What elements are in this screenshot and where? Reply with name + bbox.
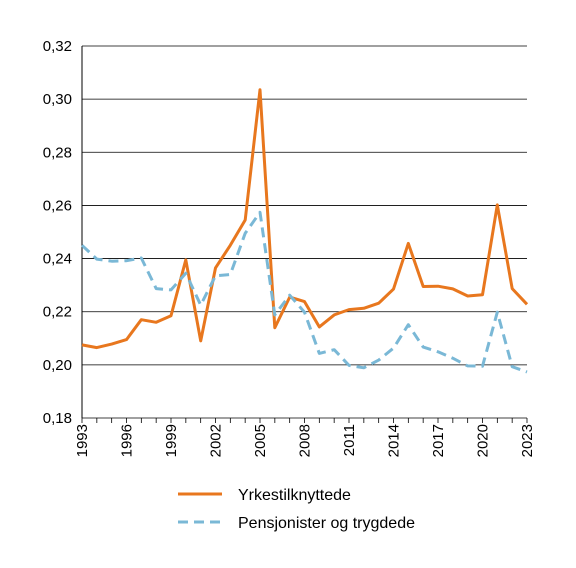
y-tick-label: 0,22 [43, 304, 72, 321]
data-point-series-1 [155, 321, 158, 324]
data-point-series-2 [466, 364, 469, 367]
data-point-series-2 [407, 323, 410, 326]
x-tick-label: 2014 [386, 424, 403, 457]
data-point-series-1 [140, 318, 143, 321]
data-point-series-2 [318, 352, 321, 355]
x-tick-label: 1996 [119, 424, 136, 457]
data-point-series-1 [199, 339, 202, 342]
data-point-series-1 [407, 242, 410, 245]
data-point-series-1 [481, 293, 484, 296]
legend-label-series-1: Yrkestilknyttede [238, 487, 351, 504]
data-point-series-1 [259, 88, 262, 91]
data-point-series-2 [333, 348, 336, 351]
data-point-series-1 [496, 203, 499, 206]
data-point-series-1 [511, 287, 514, 290]
data-point-series-2 [155, 287, 158, 290]
data-point-series-1 [362, 307, 365, 310]
legend: Yrkestilknyttede Pensjonister og trygded… [178, 487, 415, 532]
x-tick-label: 2008 [297, 424, 314, 457]
y-tick-label: 0,24 [43, 251, 72, 268]
data-point-series-1 [451, 287, 454, 290]
data-point-series-2 [526, 371, 529, 374]
data-point-series-2 [214, 274, 217, 277]
data-point-series-2 [244, 232, 247, 235]
data-point-series-1 [303, 300, 306, 303]
data-point-series-2 [125, 259, 128, 262]
data-point-series-2 [422, 346, 425, 349]
series-lines [80, 88, 529, 374]
data-point-series-2 [259, 211, 262, 214]
data-point-series-2 [140, 257, 143, 260]
x-tick-label: 2020 [475, 424, 492, 457]
series-line-2 [80, 210, 528, 374]
y-tick-label: 0,32 [43, 38, 72, 55]
data-point-series-1 [244, 219, 247, 222]
series-line-1 [81, 88, 529, 350]
x-tick-label: 1999 [163, 424, 180, 457]
x-tick-label: 2002 [208, 424, 225, 457]
data-point-series-2 [288, 294, 291, 297]
y-tick-label: 0,20 [43, 357, 72, 374]
y-axis-ticks: 0,18 0,20 0,22 0,24 0,26 0,28 0,30 0,32 [43, 38, 72, 427]
data-point-series-1 [95, 346, 98, 349]
data-point-series-1 [348, 308, 351, 311]
data-point-series-1 [125, 338, 128, 341]
data-point-series-1 [437, 285, 440, 288]
data-point-series-1 [229, 244, 232, 247]
data-point-series-1 [392, 288, 395, 291]
grid-lines [81, 45, 527, 419]
data-point-series-1 [318, 325, 321, 328]
data-point-series-1 [170, 314, 173, 317]
data-point-series-2 [348, 364, 351, 367]
data-point-series-2 [184, 272, 187, 275]
legend-label-series-2: Pensjonister og trygdede [238, 515, 415, 532]
data-point-series-2 [481, 365, 484, 368]
y-tick-label: 0,26 [43, 197, 72, 214]
data-point-series-2 [303, 311, 306, 314]
data-point-series-2 [199, 304, 202, 307]
data-point-series-1 [110, 343, 113, 346]
y-tick-label: 0,30 [43, 91, 72, 108]
data-point-series-2 [451, 357, 454, 360]
x-tick-label: 2011 [341, 424, 358, 456]
data-point-series-2 [392, 347, 395, 350]
data-point-series-2 [511, 365, 514, 368]
data-point-series-2 [95, 258, 98, 261]
x-axis-ticks: 1993 1996 1999 2002 2005 2008 2011 2014 2017 2020… [74, 418, 536, 457]
y-tick-label: 0,18 [43, 410, 72, 427]
data-point-series-1 [422, 285, 425, 288]
data-point-series-1 [214, 266, 217, 269]
data-point-series-1 [81, 343, 84, 346]
data-point-series-1 [273, 326, 276, 329]
data-point-series-1 [184, 258, 187, 261]
x-tick-label: 2023 [519, 424, 536, 457]
data-point-series-2 [377, 359, 380, 362]
y-tick-label: 0,28 [43, 144, 72, 161]
data-point-series-1 [526, 303, 529, 306]
data-point-series-2 [81, 244, 84, 247]
data-point-series-2 [437, 350, 440, 353]
data-point-series-2 [170, 288, 173, 291]
data-point-series-2 [110, 260, 113, 263]
data-point-series-1 [377, 302, 380, 305]
data-point-series-2 [496, 311, 499, 314]
data-point-series-2 [229, 273, 232, 276]
x-tick-label: 2017 [430, 424, 447, 457]
x-tick-label: 1993 [74, 424, 91, 457]
data-point-series-1 [333, 313, 336, 316]
data-point-series-1 [466, 295, 469, 298]
x-tick-label: 2005 [252, 424, 269, 457]
data-point-series-2 [273, 313, 276, 316]
data-point-series-2 [362, 366, 365, 369]
